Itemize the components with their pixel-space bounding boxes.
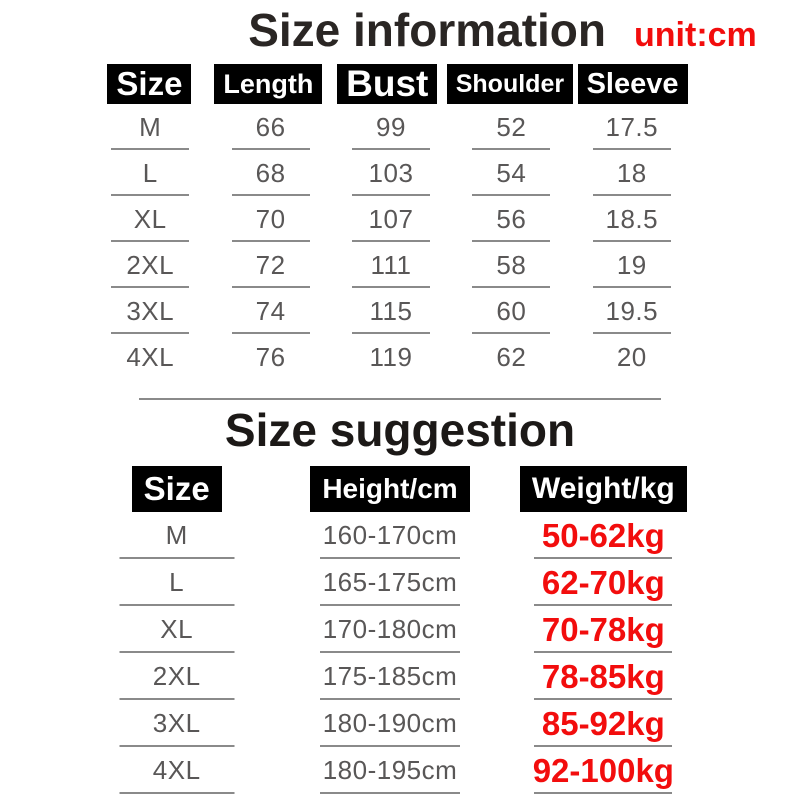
- cell-value: 70: [210, 196, 330, 242]
- cell-value: 62: [496, 341, 527, 372]
- table-row: M 66 99 52 17.5: [90, 104, 692, 150]
- cell-value: 52: [451, 104, 571, 150]
- column-header-weight-kg: Weight/kg: [519, 466, 687, 512]
- table-row: 2XL 72 111 58 19: [90, 242, 692, 288]
- cell-value: 119: [369, 341, 413, 372]
- table-divider: [139, 398, 661, 400]
- table-row: M 160-170cm 50-62kg: [70, 512, 710, 559]
- cell-value: M: [70, 512, 283, 559]
- header-box: Shoulder: [446, 64, 574, 104]
- cell-value: XL: [90, 196, 210, 242]
- cell-value: 180-190cm: [283, 700, 496, 747]
- cell-value: 19.5: [572, 288, 692, 334]
- cell-value: 54: [451, 150, 571, 196]
- header-box: Bust: [337, 63, 438, 104]
- column-header-height-cm: Height/cm: [310, 466, 470, 512]
- table-row: L 68 103 54 18: [90, 150, 692, 196]
- table-row: 4XL 180-195cm 92-100kg: [70, 747, 710, 794]
- cell-value: 62-70kg: [497, 559, 710, 606]
- cell-value: 72: [210, 242, 330, 288]
- cell-value: XL: [70, 606, 283, 653]
- cell-value: 4XL: [70, 747, 283, 794]
- table-row: L 165-175cm 62-70kg: [70, 559, 710, 606]
- cell-value: 3XL: [90, 288, 210, 334]
- cell-value: 180-195cm: [283, 747, 496, 794]
- column-header-size: Size: [107, 64, 192, 104]
- table-row: XL 70 107 56 18.5: [90, 196, 692, 242]
- table-row: 3XL 180-190cm 85-92kg: [70, 700, 710, 747]
- header-box: Size: [107, 64, 192, 104]
- size-suggestion-header-row: Size Height/cm Weight/kg: [70, 466, 710, 512]
- cell-value: L: [90, 150, 210, 196]
- cell-value: 74: [210, 288, 330, 334]
- page-title: Size information: [248, 4, 607, 56]
- column-header-shoulder: Shoulder: [446, 64, 574, 104]
- cell-value: 115: [331, 288, 451, 334]
- table-row: XL 170-180cm 70-78kg: [70, 606, 710, 653]
- cell-value: 111: [331, 242, 451, 288]
- cell-value: 18: [572, 150, 692, 196]
- cell-value: 175-185cm: [283, 653, 496, 700]
- column-header-size: Size: [131, 466, 222, 512]
- header-box: Length: [214, 64, 323, 104]
- cell-value: 165-175cm: [283, 559, 496, 606]
- cell-value: 99: [331, 104, 451, 150]
- suggestion-title: Size suggestion: [224, 404, 576, 456]
- cell-value: 2XL: [70, 653, 283, 700]
- column-header-bust: Bust: [337, 63, 438, 104]
- column-header-sleeve: Sleeve: [577, 64, 688, 104]
- header-box: Size: [131, 466, 222, 512]
- cell-value: 17.5: [572, 104, 692, 150]
- cell-value: L: [70, 559, 283, 606]
- size-information-header-row: Size Length Bust Shoulder Sleeve: [90, 63, 692, 104]
- cell-value: 20: [616, 341, 647, 372]
- cell-value: 50-62kg: [497, 512, 710, 559]
- cell-value: M: [90, 104, 210, 150]
- cell-value: 56: [451, 196, 571, 242]
- cell-value: 18.5: [572, 196, 692, 242]
- table-row: 4XL 76 119 62 20: [90, 334, 692, 380]
- cell-value: 4XL: [126, 341, 175, 372]
- cell-value: 160-170cm: [283, 512, 496, 559]
- table-row: 3XL 74 115 60 19.5: [90, 288, 692, 334]
- cell-value: 58: [451, 242, 571, 288]
- cell-value: 76: [255, 341, 286, 372]
- cell-value: 60: [451, 288, 571, 334]
- cell-value: 70-78kg: [497, 606, 710, 653]
- cell-value: 66: [210, 104, 330, 150]
- cell-value: 85-92kg: [497, 700, 710, 747]
- header-box: Sleeve: [577, 64, 688, 104]
- cell-value: 107: [331, 196, 451, 242]
- cell-value: 2XL: [90, 242, 210, 288]
- cell-value: 3XL: [70, 700, 283, 747]
- size-information-table: Size Length Bust Shoulder Sleeve M 66 99 52 17.5…: [90, 63, 692, 380]
- cell-value: 103: [331, 150, 451, 196]
- cell-value: 170-180cm: [283, 606, 496, 653]
- header-box: Weight/kg: [519, 466, 687, 512]
- size-suggestion-table: Size Height/cm Weight/kg M 160-170cm 50-62kg…: [70, 466, 710, 794]
- cell-value: 68: [210, 150, 330, 196]
- unit-label: unit:cm: [634, 16, 757, 54]
- header-box: Height/cm: [310, 466, 470, 512]
- table-row: 2XL 175-185cm 78-85kg: [70, 653, 710, 700]
- cell-value: 78-85kg: [497, 653, 710, 700]
- cell-value: 92-100kg: [497, 747, 710, 794]
- column-header-length: Length: [214, 64, 323, 104]
- title-row: Size information unit:cm: [0, 0, 800, 56]
- cell-value: 19: [572, 242, 692, 288]
